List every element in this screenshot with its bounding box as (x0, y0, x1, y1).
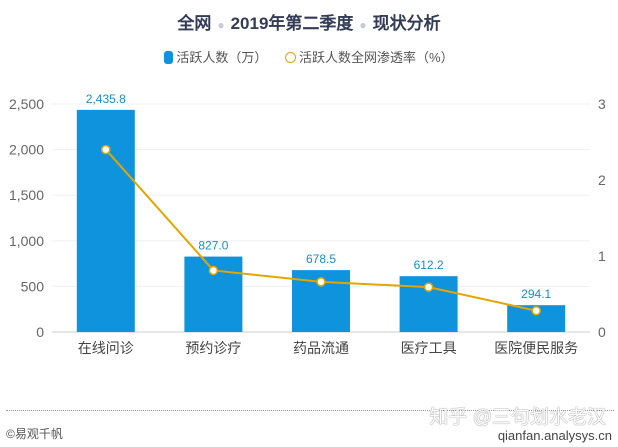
legend: 活跃人数（万） 活跃人数全网渗透率（%） (0, 47, 618, 66)
y-left-tick-label: 0 (36, 324, 44, 340)
line-point (208, 265, 219, 276)
x-tick-label: 医院便民服务 (494, 340, 578, 356)
watermark: 知乎 @三句划水老汉 (429, 407, 606, 428)
source-label: ©易观千帆 (6, 427, 63, 441)
legend-line-label[interactable]: 活跃人数全网渗透率（%） (299, 50, 454, 65)
title-part: 全网 (177, 14, 212, 33)
y-right-tick-label: 1 (598, 248, 606, 264)
x-tick-label: 药品流通 (293, 340, 349, 356)
bar-data-label: 827.0 (198, 239, 228, 253)
title-part: 2019年第二季度 (230, 14, 354, 33)
y-left-tick-label: 2,000 (9, 142, 44, 158)
bar-data-label: 2,435.8 (86, 92, 126, 106)
y-right-tick-label: 3 (598, 96, 606, 112)
y-left-tick-label: 2,500 (9, 96, 44, 112)
x-tick-label: 预约诊疗 (185, 340, 241, 356)
line-point (316, 277, 326, 287)
legend-line-swatch (285, 52, 297, 63)
legend-bar-label[interactable]: 活跃人数（万） (176, 50, 268, 65)
footer-divider (6, 410, 614, 411)
line-point (531, 305, 541, 316)
legend-bar-swatch (164, 51, 174, 64)
bar-data-label: 612.2 (414, 258, 444, 272)
y-left-tick-label: 1,000 (9, 233, 44, 249)
line-point (101, 144, 111, 155)
x-tick-label: 在线问诊 (78, 340, 134, 356)
x-tick-label: 医疗工具 (401, 340, 457, 356)
y-right-tick-label: 0 (598, 324, 606, 340)
separator-dot: ● (359, 18, 367, 32)
y-left-tick-label: 500 (21, 278, 45, 294)
y-right-tick-label: 2 (598, 172, 606, 188)
line-point (423, 282, 434, 292)
separator-dot: ● (217, 18, 225, 32)
y-left-tick-label: 1,500 (9, 187, 44, 203)
source-url: qianfan.analysys.cn (497, 428, 612, 443)
bar (76, 109, 135, 332)
bar-data-label: 678.5 (306, 252, 336, 266)
bar-data-label: 294.1 (521, 287, 551, 301)
chart-plot: 0 500 1,000 1,500 2,000 2,500 0 1 2 3 2,435.8 在线问诊 8… (9, 92, 606, 356)
title-part: 现状分析 (372, 14, 441, 33)
chart-title: 全网 ● 2019年第二季度 ● 现状分析 (0, 9, 618, 34)
